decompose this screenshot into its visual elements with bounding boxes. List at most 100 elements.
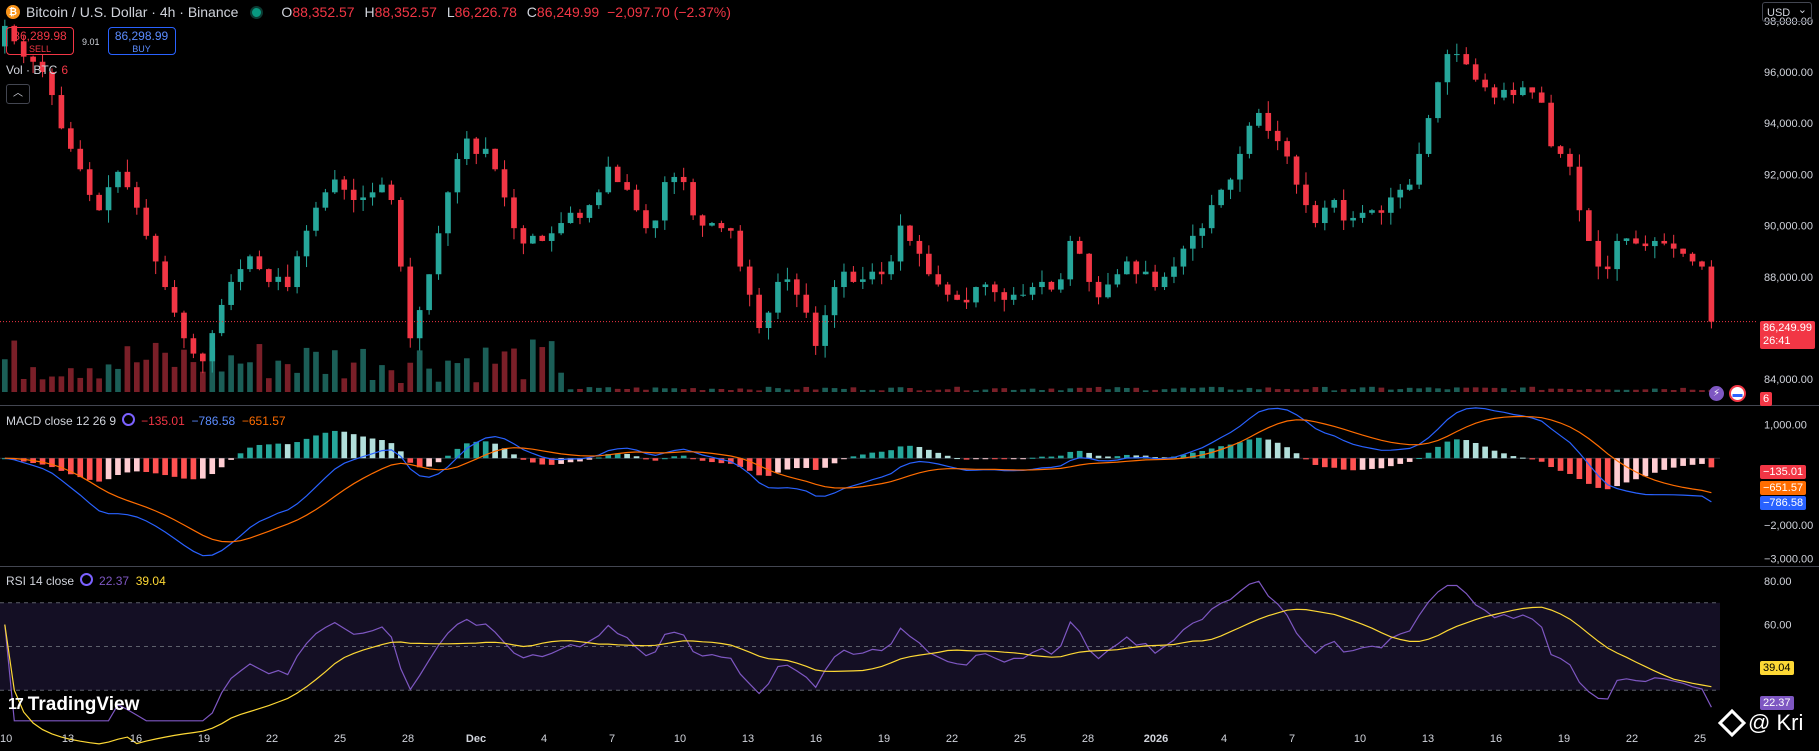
- rsi-axis-tick: 80.00: [1764, 576, 1792, 588]
- macd-hist-bar: [1331, 458, 1338, 468]
- candle-body: [1152, 271, 1158, 288]
- volume-bar: [1218, 387, 1224, 392]
- volume-bar: [1020, 389, 1026, 392]
- macd-hist-bar: [1388, 458, 1394, 467]
- candle-body: [228, 281, 234, 305]
- volume-bar: [426, 368, 432, 392]
- volume-bar: [256, 344, 263, 392]
- volume-bar: [77, 377, 84, 392]
- volume-bar: [1359, 387, 1366, 392]
- symbol-header[interactable]: ₿ Bitcoin / U.S. Dollar · 4h · Binance O…: [6, 4, 731, 20]
- volume-bar: [360, 348, 366, 392]
- macd-hist-bar: [1086, 452, 1092, 459]
- macd-hist-bar: [143, 458, 150, 472]
- time-axis-tick: 16: [810, 733, 822, 745]
- volume-bar: [1265, 387, 1272, 392]
- candle-body: [1105, 284, 1111, 298]
- time-axis-tick: 16: [1490, 733, 1502, 745]
- macd-hist-bar: [775, 458, 781, 473]
- volume-bar: [1699, 390, 1705, 392]
- time-axis-tick: 7: [1289, 733, 1295, 745]
- candle-body: [218, 304, 225, 334]
- macd-hist-bar: [662, 458, 668, 460]
- macd-hist-bar: [1124, 454, 1130, 459]
- candle-body: [1557, 146, 1564, 154]
- volume-bar: [539, 347, 546, 392]
- volume-legend[interactable]: Vol · BTC 6: [6, 63, 69, 77]
- volume-bar: [746, 389, 753, 392]
- volume-bar: [115, 368, 121, 392]
- candle-body: [775, 281, 781, 313]
- volume-bar: [1378, 387, 1385, 392]
- macd-hist-bar: [1105, 456, 1111, 459]
- buy-button[interactable]: 86,298.99 BUY: [107, 27, 176, 55]
- candle-body: [850, 271, 857, 282]
- macd-hist-bar: [558, 458, 564, 464]
- flag-icon[interactable]: ▬: [1729, 385, 1746, 402]
- macd-hist-bar: [756, 458, 762, 476]
- watermark: @ Kri: [1717, 708, 1803, 738]
- sell-button[interactable]: 86,289.98 SELL: [6, 27, 74, 55]
- macd-hist-bar: [1095, 455, 1102, 459]
- candle-body: [1180, 248, 1187, 267]
- candle-body: [247, 256, 253, 270]
- volume-bar: [869, 389, 876, 392]
- volume-bar: [30, 367, 36, 392]
- indicator-settings-icon[interactable]: [80, 573, 94, 586]
- candle-body: [1586, 210, 1592, 241]
- macd-hist-bar: [1161, 457, 1168, 459]
- candle-body: [209, 333, 216, 362]
- candle-body: [1435, 82, 1441, 119]
- macd-hist-bar: [58, 458, 65, 471]
- volume-bar: [548, 341, 555, 392]
- currency-selector[interactable]: USD: [1762, 0, 1812, 22]
- macd-hist-bar: [1482, 446, 1488, 459]
- macd-legend[interactable]: MACD close 12 26 9 −135.01 −786.58 −651.5…: [6, 413, 286, 428]
- macd-hist-bar: [1463, 440, 1470, 459]
- candle-body: [1472, 64, 1479, 80]
- volume-bar: [39, 379, 46, 392]
- volume-bar: [350, 362, 357, 392]
- macd-hist-bar: [134, 458, 140, 472]
- symbol-title[interactable]: Bitcoin / U.S. Dollar · 4h · Binance: [26, 4, 239, 20]
- candle-body: [1652, 240, 1658, 247]
- volume-bar: [445, 360, 451, 392]
- volume-bar: [907, 388, 913, 392]
- macd-hist-bar: [548, 458, 555, 465]
- candle-body: [1114, 274, 1121, 285]
- volume-bar: [841, 388, 847, 392]
- candle-body: [115, 171, 121, 188]
- macd-hist-bar: [737, 458, 744, 467]
- macd-hist-bar: [322, 432, 329, 459]
- macd-hist-bar: [992, 458, 998, 460]
- volume-bar: [237, 363, 244, 392]
- candle-body: [2, 25, 8, 47]
- price-axis-tick: 84,000.00: [1764, 374, 1813, 386]
- candle-body: [1199, 228, 1206, 236]
- time-axis-tick: 13: [742, 733, 754, 745]
- candle-body: [869, 271, 876, 280]
- macd-hist-bar: [1284, 447, 1290, 459]
- candle-body: [473, 138, 480, 154]
- volume-bar: [96, 378, 102, 392]
- candle-body: [1039, 281, 1045, 288]
- candle-body: [605, 166, 612, 193]
- candle-body: [1086, 253, 1092, 282]
- candle-body: [86, 169, 93, 195]
- candle-body: [935, 274, 942, 285]
- volume-bar: [143, 359, 150, 392]
- volume-bar: [1482, 387, 1488, 392]
- volume-bar: [1548, 388, 1554, 392]
- volume-bar: [1227, 389, 1234, 392]
- time-axis-tick: 19: [878, 733, 890, 745]
- macd-hist-bar: [1680, 458, 1686, 466]
- collapse-legend-button[interactable]: ︿: [6, 84, 30, 104]
- indicator-settings-icon[interactable]: [122, 413, 136, 426]
- volume-bar: [416, 350, 423, 392]
- volume-bar: [1689, 389, 1696, 392]
- candle-body: [266, 269, 272, 282]
- rsi-legend[interactable]: RSI 14 close 22.37 39.04: [6, 573, 166, 588]
- lightning-icon[interactable]: ⚡: [1709, 386, 1724, 401]
- candle-body: [1378, 210, 1385, 213]
